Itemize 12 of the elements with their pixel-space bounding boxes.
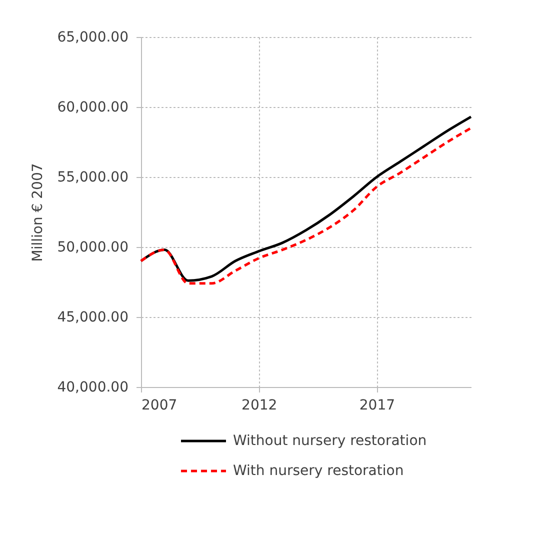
y-tick-label: 50,000.00 xyxy=(57,240,128,256)
x-tick-label: 2012 xyxy=(242,398,278,414)
y-tick-label: 55,000.00 xyxy=(57,170,128,186)
x-tick-label: 2017 xyxy=(359,398,396,414)
y-axis-title: Million € 2007 xyxy=(30,163,46,262)
y-tick-label: 40,000.00 xyxy=(57,380,128,396)
legend-label: With nursery restoration xyxy=(233,463,404,479)
y-tick-label: 45,000.00 xyxy=(57,310,128,326)
legend-label: Without nursery restoration xyxy=(233,433,427,449)
y-tick-label: 60,000.00 xyxy=(57,100,128,116)
y-tick-label: 65,000.00 xyxy=(57,30,128,46)
x-tick-label: 2007 xyxy=(142,398,178,414)
